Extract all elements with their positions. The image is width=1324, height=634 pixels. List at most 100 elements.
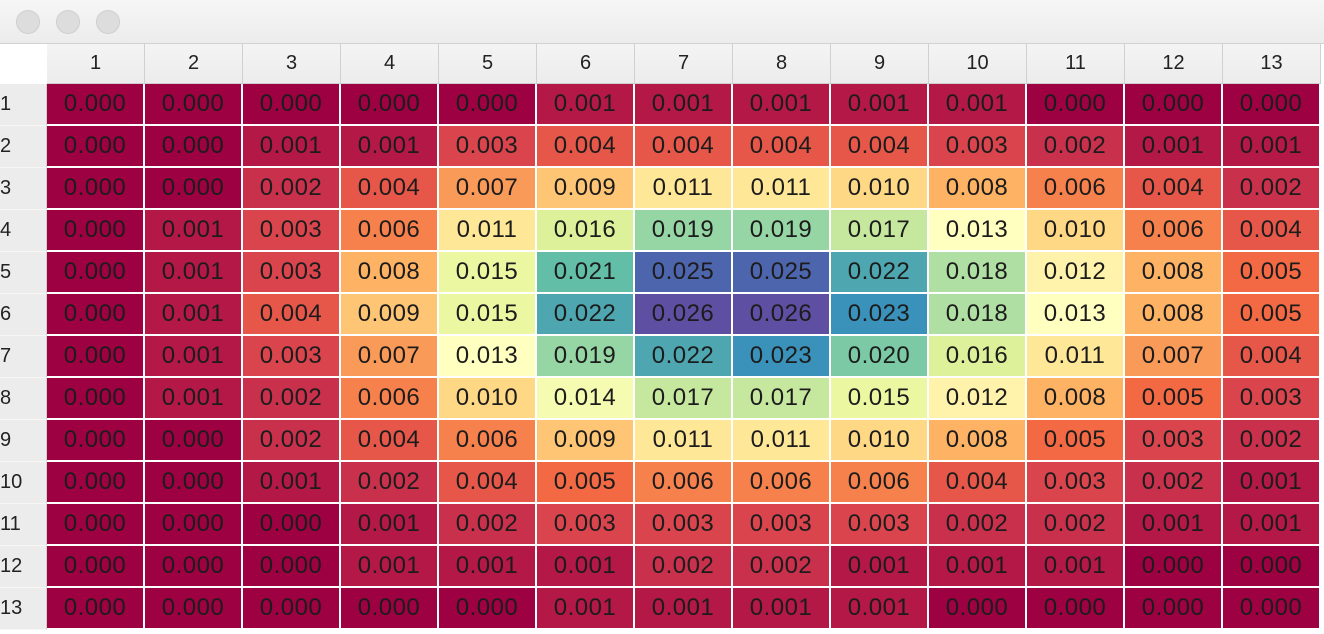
close-window-button[interactable] — [16, 10, 40, 34]
table-cell[interactable]: 0.001 — [145, 378, 243, 420]
table-cell[interactable]: 0.000 — [1125, 588, 1223, 630]
row-header-9[interactable]: 9 — [0, 420, 47, 462]
table-cell[interactable]: 0.000 — [1223, 588, 1321, 630]
table-cell[interactable]: 0.019 — [635, 210, 733, 252]
table-cell[interactable]: 0.001 — [243, 462, 341, 504]
table-cell[interactable]: 0.001 — [439, 546, 537, 588]
table-cell[interactable]: 0.000 — [47, 252, 145, 294]
table-cell[interactable]: 0.002 — [439, 504, 537, 546]
table-cell[interactable]: 0.003 — [439, 126, 537, 168]
table-cell[interactable]: 0.000 — [929, 588, 1027, 630]
table-cell[interactable]: 0.004 — [1223, 336, 1321, 378]
table-cell[interactable]: 0.015 — [439, 294, 537, 336]
table-cell[interactable]: 0.001 — [1125, 126, 1223, 168]
table-cell[interactable]: 0.011 — [635, 168, 733, 210]
table-cell[interactable]: 0.001 — [929, 84, 1027, 126]
table-cell[interactable]: 0.004 — [439, 462, 537, 504]
table-cell[interactable]: 0.009 — [537, 420, 635, 462]
table-cell[interactable]: 0.003 — [243, 336, 341, 378]
table-cell[interactable]: 0.003 — [243, 252, 341, 294]
table-cell[interactable]: 0.000 — [47, 168, 145, 210]
table-cell[interactable]: 0.001 — [1223, 126, 1321, 168]
table-cell[interactable]: 0.001 — [537, 546, 635, 588]
table-cell[interactable]: 0.005 — [537, 462, 635, 504]
column-header-5[interactable]: 5 — [439, 44, 537, 84]
table-cell[interactable]: 0.019 — [537, 336, 635, 378]
table-cell[interactable]: 0.001 — [1223, 462, 1321, 504]
table-cell[interactable]: 0.026 — [635, 294, 733, 336]
table-cell[interactable]: 0.001 — [341, 504, 439, 546]
row-header-5[interactable]: 5 — [0, 252, 47, 294]
table-cell[interactable]: 0.000 — [243, 588, 341, 630]
table-cell[interactable]: 0.000 — [47, 588, 145, 630]
table-cell[interactable]: 0.018 — [929, 294, 1027, 336]
table-cell[interactable]: 0.000 — [243, 546, 341, 588]
table-cell[interactable]: 0.003 — [537, 504, 635, 546]
table-cell[interactable]: 0.012 — [1027, 252, 1125, 294]
table-cell[interactable]: 0.011 — [733, 168, 831, 210]
table-cell[interactable]: 0.001 — [243, 126, 341, 168]
table-cell[interactable]: 0.006 — [1125, 210, 1223, 252]
row-header-2[interactable]: 2 — [0, 126, 47, 168]
table-cell[interactable]: 0.005 — [1027, 420, 1125, 462]
table-cell[interactable]: 0.011 — [1027, 336, 1125, 378]
table-cell[interactable]: 0.008 — [929, 420, 1027, 462]
row-header-7[interactable]: 7 — [0, 336, 47, 378]
table-cell[interactable]: 0.002 — [1223, 420, 1321, 462]
table-cell[interactable]: 0.003 — [1125, 420, 1223, 462]
table-cell[interactable]: 0.001 — [1125, 504, 1223, 546]
table-cell[interactable]: 0.001 — [537, 84, 635, 126]
table-cell[interactable]: 0.000 — [47, 546, 145, 588]
table-cell[interactable]: 0.000 — [439, 588, 537, 630]
table-cell[interactable]: 0.019 — [733, 210, 831, 252]
table-cell[interactable]: 0.004 — [243, 294, 341, 336]
column-header-11[interactable]: 11 — [1027, 44, 1125, 84]
table-cell[interactable]: 0.000 — [243, 84, 341, 126]
table-cell[interactable]: 0.001 — [733, 84, 831, 126]
table-cell[interactable]: 0.001 — [831, 84, 929, 126]
table-cell[interactable]: 0.010 — [831, 168, 929, 210]
table-cell[interactable]: 0.016 — [537, 210, 635, 252]
table-cell[interactable]: 0.000 — [47, 378, 145, 420]
table-cell[interactable]: 0.002 — [1027, 126, 1125, 168]
table-cell[interactable]: 0.025 — [635, 252, 733, 294]
column-header-6[interactable]: 6 — [537, 44, 635, 84]
table-cell[interactable]: 0.002 — [243, 378, 341, 420]
column-header-1[interactable]: 1 — [47, 44, 145, 84]
table-cell[interactable]: 0.011 — [439, 210, 537, 252]
table-cell[interactable]: 0.000 — [341, 84, 439, 126]
table-cell[interactable]: 0.006 — [635, 462, 733, 504]
table-cell[interactable]: 0.002 — [243, 168, 341, 210]
table-cell[interactable]: 0.025 — [733, 252, 831, 294]
column-header-9[interactable]: 9 — [831, 44, 929, 84]
table-cell[interactable]: 0.013 — [1027, 294, 1125, 336]
table-cell[interactable]: 0.001 — [733, 588, 831, 630]
row-header-1[interactable]: 1 — [0, 84, 47, 126]
table-cell[interactable]: 0.000 — [47, 420, 145, 462]
table-cell[interactable]: 0.000 — [47, 126, 145, 168]
minimize-window-button[interactable] — [56, 10, 80, 34]
table-cell[interactable]: 0.004 — [635, 126, 733, 168]
table-cell[interactable]: 0.002 — [1125, 462, 1223, 504]
table-cell[interactable]: 0.012 — [929, 378, 1027, 420]
column-header-3[interactable]: 3 — [243, 44, 341, 84]
table-cell[interactable]: 0.022 — [635, 336, 733, 378]
column-header-8[interactable]: 8 — [733, 44, 831, 84]
table-cell[interactable]: 0.002 — [1223, 168, 1321, 210]
table-cell[interactable]: 0.014 — [537, 378, 635, 420]
table-cell[interactable]: 0.002 — [341, 462, 439, 504]
row-header-6[interactable]: 6 — [0, 294, 47, 336]
table-cell[interactable]: 0.007 — [1125, 336, 1223, 378]
table-cell[interactable]: 0.000 — [1027, 588, 1125, 630]
table-cell[interactable]: 0.001 — [831, 588, 929, 630]
table-cell[interactable]: 0.016 — [929, 336, 1027, 378]
table-cell[interactable]: 0.001 — [1027, 546, 1125, 588]
column-header-12[interactable]: 12 — [1125, 44, 1223, 84]
table-cell[interactable]: 0.001 — [537, 588, 635, 630]
table-cell[interactable]: 0.022 — [537, 294, 635, 336]
table-cell[interactable]: 0.003 — [1223, 378, 1321, 420]
table-cell[interactable]: 0.001 — [1223, 504, 1321, 546]
table-cell[interactable]: 0.011 — [733, 420, 831, 462]
table-cell[interactable]: 0.000 — [145, 420, 243, 462]
table-cell[interactable]: 0.000 — [1223, 546, 1321, 588]
